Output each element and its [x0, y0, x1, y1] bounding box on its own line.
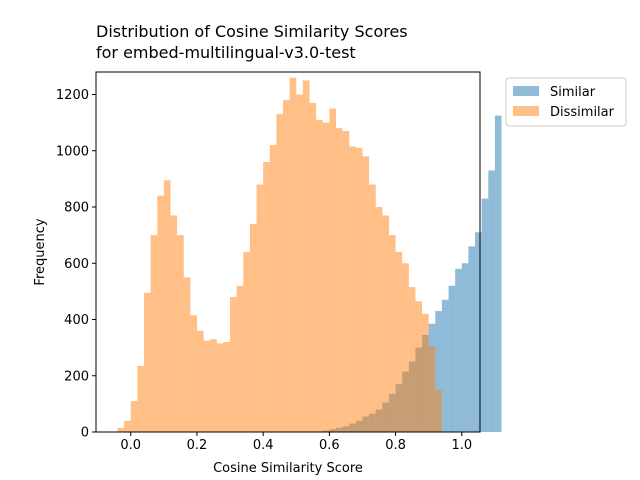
bar-dissimilar-6: [157, 195, 164, 432]
bar-dissimilar-19: [243, 252, 250, 432]
bar-dissimilar-15: [216, 343, 224, 432]
bar-similar-24: [481, 198, 489, 432]
bar-dissimilar-42: [395, 252, 403, 432]
bar-dissimilar-33: [336, 128, 343, 432]
bar-dissimilar-9: [177, 235, 184, 432]
bar-dissimilar-16: [223, 342, 231, 432]
bar-dissimilar-4: [144, 292, 151, 432]
y-axis-label: Frequency: [33, 218, 48, 285]
bar-dissimilar-7: [163, 180, 171, 432]
bar-dissimilar-34: [342, 131, 350, 432]
bar-dissimilar-32: [329, 108, 336, 432]
bar-dissimilar-45: [415, 301, 423, 432]
bar-dissimilar-30: [316, 119, 323, 432]
y-tick-label: 600: [64, 257, 89, 272]
bar-dissimilar-38: [369, 184, 376, 432]
x-tick-label: 1.0: [451, 438, 472, 453]
bar-dissimilar-20: [249, 223, 257, 432]
bar-similar-23: [475, 232, 482, 432]
bar-dissimilar-47: [428, 346, 436, 432]
y-tick-label: 200: [64, 369, 89, 384]
legend-swatch-dissimilar: [513, 106, 539, 116]
bar-dissimilar-28: [302, 80, 310, 432]
bar-dissimilar-12: [196, 330, 204, 432]
bar-dissimilar-14: [210, 339, 217, 432]
x-axis-label: Cosine Similarity Score: [213, 461, 363, 476]
bars-group: [117, 77, 502, 432]
y-axis-ticks: 0 200 400 600 800 1000 1200: [56, 88, 96, 441]
bar-dissimilar-2: [130, 401, 138, 432]
bar-dissimilar-10: [183, 277, 191, 432]
y-tick-label: 0: [81, 426, 89, 441]
bar-similar-20: [455, 268, 462, 432]
bar-dissimilar-43: [402, 263, 409, 432]
bar-dissimilar-11: [190, 315, 197, 432]
plot-frame: [95, 71, 481, 433]
bar-similar-19: [448, 285, 456, 432]
bar-dissimilar-31: [322, 122, 330, 432]
bar-dissimilar-37: [362, 156, 370, 432]
x-tick-label: 0.8: [385, 438, 406, 453]
bar-similar-18: [441, 299, 449, 432]
x-tick-label: 0.2: [187, 438, 208, 453]
bar-similar-25: [488, 170, 495, 432]
bar-dissimilar-5: [150, 235, 158, 432]
bar-similar-26: [494, 115, 502, 432]
bar-dissimilar-25: [283, 100, 290, 432]
bar-dissimilar-48: [435, 389, 442, 432]
bar-dissimilar-22: [263, 162, 270, 432]
bar-dissimilar-29: [309, 102, 317, 432]
bar-dissimilar-36: [355, 147, 363, 432]
y-tick-label: 1200: [56, 88, 89, 103]
bar-dissimilar-35: [349, 146, 356, 432]
bar-dissimilar-23: [269, 145, 277, 432]
bar-dissimilar-44: [408, 287, 416, 432]
bar-dissimilar-39: [375, 207, 383, 432]
legend-label-similar: Similar: [550, 85, 596, 100]
bar-dissimilar-27: [296, 94, 303, 432]
bar-similar-17: [435, 311, 442, 432]
chart-title-line1: Distribution of Cosine Similarity Scores: [96, 22, 408, 41]
bar-dissimilar-18: [236, 285, 244, 432]
bar-dissimilar-8: [170, 215, 178, 432]
bar-similar-21: [461, 263, 469, 432]
bar-dissimilar-41: [388, 235, 396, 432]
y-tick-label: 1000: [56, 144, 89, 159]
bar-dissimilar-13: [203, 340, 211, 432]
x-tick-label: 0.4: [253, 438, 274, 453]
bar-dissimilar-40: [382, 215, 389, 432]
x-tick-label: 0.6: [319, 438, 340, 453]
bar-dissimilar-0: [117, 427, 125, 432]
y-tick-label: 400: [64, 313, 89, 328]
legend: Similar Dissimilar: [505, 77, 627, 127]
bar-dissimilar-1: [124, 420, 131, 432]
bar-dissimilar-46: [422, 313, 429, 432]
x-axis-ticks: 0.0 0.2 0.4 0.6 0.8 1.0: [120, 432, 472, 453]
bar-similar-22: [468, 246, 476, 432]
bar-dissimilar-17: [230, 297, 237, 432]
chart-title-line2: for embed-multilingual-v3.0-test: [96, 43, 356, 62]
x-tick-label: 0.0: [120, 438, 141, 453]
bar-dissimilar-24: [276, 114, 284, 432]
bar-dissimilar-26: [289, 77, 297, 432]
y-tick-label: 800: [64, 201, 89, 216]
legend-label-dissimilar: Dissimilar: [550, 105, 615, 120]
bar-dissimilar-21: [256, 184, 264, 432]
bar-dissimilar-3: [137, 365, 144, 432]
legend-swatch-similar: [513, 86, 539, 96]
